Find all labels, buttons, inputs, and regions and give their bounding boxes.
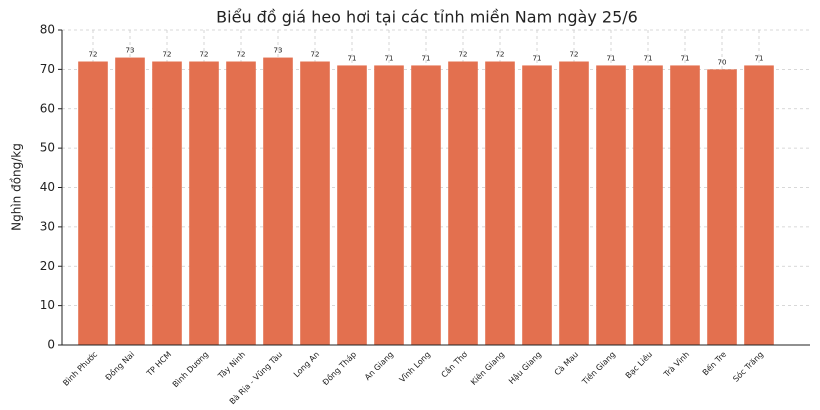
value-label: 71	[644, 54, 653, 62]
x-tick-label: Bạc Liêu	[623, 349, 655, 381]
x-tick-label: Tiền Giang	[579, 349, 617, 387]
bar	[485, 61, 515, 345]
value-label: 72	[570, 51, 579, 59]
bar	[633, 65, 663, 345]
y-tick-label: 60	[40, 101, 55, 115]
y-tick-label: 20	[40, 259, 55, 273]
bar	[670, 65, 700, 345]
x-tick-label: Vĩnh Long	[398, 350, 432, 384]
x-tick-label: Đồng Nai	[103, 349, 136, 382]
bar	[411, 65, 441, 345]
value-label: 72	[89, 51, 98, 59]
y-tick-label: 70	[40, 62, 55, 76]
value-label: 71	[755, 54, 764, 62]
value-label: 71	[385, 54, 394, 62]
value-label: 72	[200, 51, 209, 59]
bar	[226, 61, 256, 345]
value-label: 71	[422, 54, 431, 62]
bar	[559, 61, 589, 345]
bar	[78, 61, 108, 345]
y-tick-label: 0	[47, 338, 55, 352]
x-tick-label: Bình Dương	[171, 350, 210, 389]
y-tick-label: 80	[40, 23, 55, 37]
x-tick-label: Kiên Giang	[468, 349, 506, 387]
value-label: 73	[274, 47, 283, 55]
bar	[189, 61, 219, 345]
bar	[115, 57, 145, 345]
value-label: 72	[311, 51, 320, 59]
x-tick-label: Đồng Tháp	[320, 349, 358, 387]
bar	[374, 65, 404, 345]
value-label: 71	[533, 54, 542, 62]
x-tick-label: Cần Thơ	[439, 349, 469, 379]
bar	[300, 61, 330, 345]
bar	[596, 65, 626, 345]
bar	[522, 65, 552, 345]
x-tick-label: Trà Vinh	[661, 350, 691, 380]
y-tick-label: 50	[40, 141, 55, 155]
x-tick-label: Hậu Giang	[507, 350, 544, 387]
bar	[337, 65, 367, 345]
x-tick-label: Tây Ninh	[216, 350, 247, 381]
y-axis-label: Nghìn đồng/kg	[10, 143, 24, 231]
value-label: 71	[607, 54, 616, 62]
bar	[744, 65, 774, 345]
value-label: 72	[237, 51, 246, 59]
x-tick-label: Bình Phước	[61, 349, 100, 388]
x-tick-label: An Giang	[363, 350, 395, 382]
value-label: 72	[459, 51, 468, 59]
y-tick-label: 10	[40, 298, 55, 312]
y-tick-label: 30	[40, 219, 55, 233]
x-tick-label: TP HCM	[144, 350, 173, 379]
value-label: 70	[718, 58, 727, 66]
x-tick-label: Long An	[292, 350, 321, 379]
chart-title: Biểu đồ giá heo hơi tại các tỉnh miền Na…	[216, 8, 638, 27]
bar	[263, 57, 293, 345]
value-label: 71	[348, 54, 357, 62]
bar	[152, 61, 182, 345]
value-label: 72	[163, 51, 172, 59]
x-tick-label: Sóc Trăng	[731, 349, 766, 384]
y-tick-label: 40	[40, 180, 55, 194]
value-label: 73	[126, 47, 135, 55]
bar	[707, 69, 737, 345]
value-label: 72	[496, 51, 505, 59]
value-label: 71	[681, 54, 690, 62]
bar	[448, 61, 478, 345]
x-tick-label: Bến Tre	[700, 349, 728, 377]
x-tick-label: Cà Mau	[553, 350, 581, 378]
